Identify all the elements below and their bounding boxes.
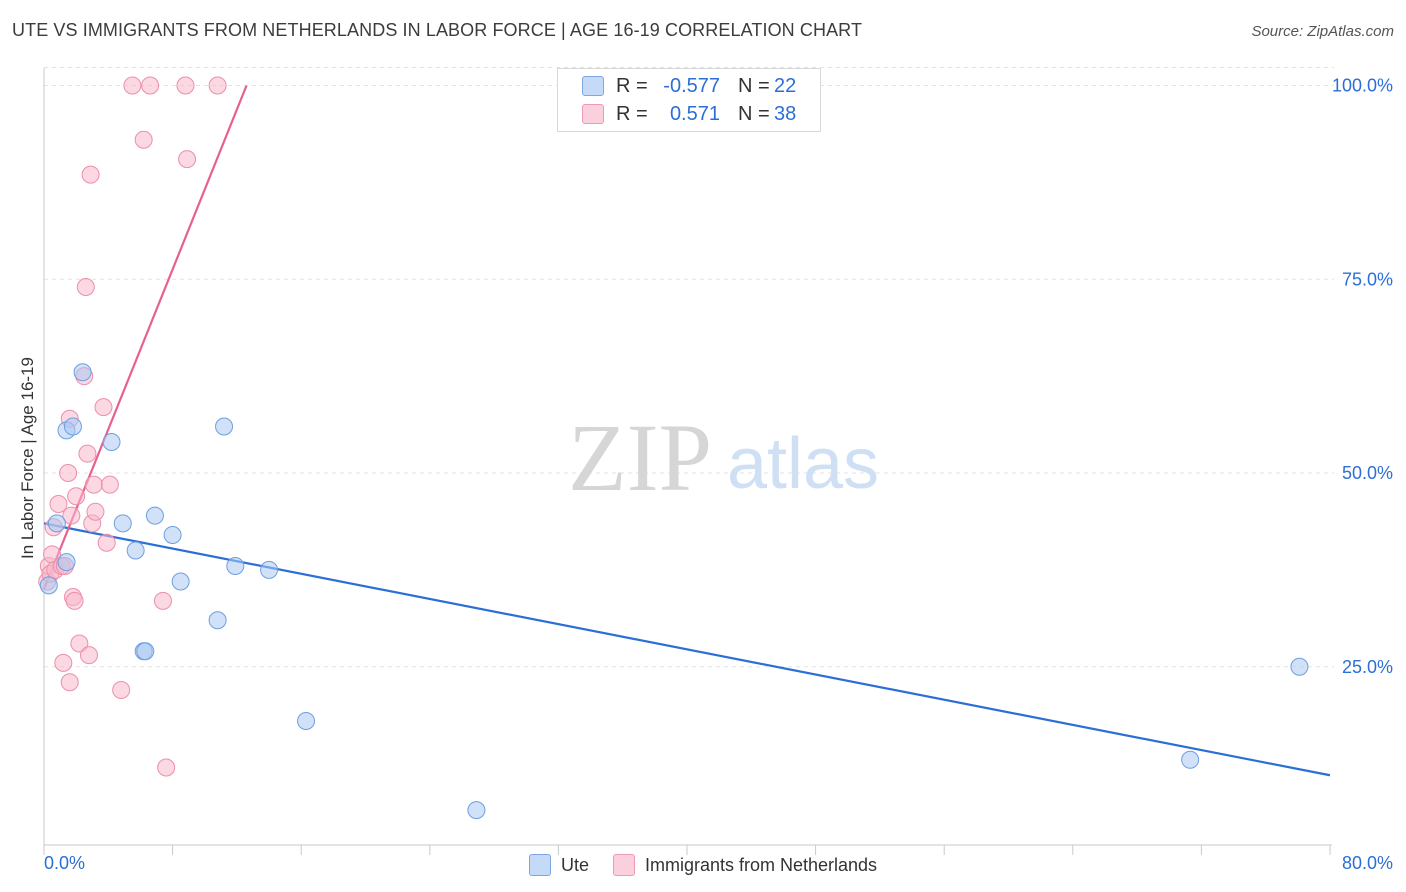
ute-point [215,417,234,436]
y-tick-label: 50.0% [1342,463,1393,483]
netherlands-point [97,533,116,552]
netherlands-point [65,591,84,610]
series-legend: Ute Immigrants from Netherlands [0,852,1406,878]
netherlands-point [178,150,197,169]
axis-ticks: 25.0% 50.0% 75.0% 100.0% 0.0% 80.0% [43,76,1393,873]
ute-point [297,712,316,730]
ute-point [136,642,155,661]
correlation-legend: R = -0.577 N = 22 R = 0.571 N = 38 [557,68,821,132]
ute-point [1181,750,1200,769]
ute-point [171,572,190,591]
netherlands-point [153,591,172,610]
legend-n-value: 22 [774,74,797,97]
ute-point [102,433,121,451]
netherlands-trend-line [42,85,248,590]
legend-swatch-ute [582,76,604,96]
y-tick-label: 100.0% [1332,76,1393,96]
watermark-atlas: atlas [727,424,879,504]
netherlands-point [49,495,68,513]
ute-point [1290,657,1309,676]
legend-label-ute: Ute [560,854,589,875]
legend-swatch-netherlands [582,104,604,124]
watermark: ZIP atlas [568,404,879,511]
gridlines [44,67,1334,668]
ute-point [57,553,76,572]
netherlands-point [112,681,131,699]
x-tick-label: 0.0% [44,853,85,873]
legend-swatch-netherlands [612,854,635,876]
y-tick-label: 75.0% [1342,269,1393,289]
legend-r-value: -0.577 [663,74,720,97]
netherlands-point [54,653,73,672]
x-tick-label: 80.0% [1342,853,1393,873]
ute-point [260,560,279,579]
ute-point [467,801,486,820]
watermark-zip: ZIP [568,404,712,511]
ute-point [226,557,245,575]
ute-point [47,514,66,533]
source-credit: Source: ZipAtlas.com [1251,23,1394,40]
legend-n-label: N = [738,102,770,125]
legend-n-label: N = [738,74,770,97]
netherlands-point [62,506,81,525]
ute-point [73,363,92,382]
ute-point [113,514,132,533]
netherlands-point [78,444,97,463]
netherlands-point [208,76,227,95]
legend-item-netherlands: Immigrants from Netherlands [612,854,878,876]
netherlands-point [84,475,103,494]
legend-r-value: 0.571 [669,102,720,125]
data-points [38,76,1309,820]
legend-label-netherlands: Immigrants from Netherlands [644,854,878,875]
ute-point [163,526,182,544]
legend-item-ute: Ute [528,854,589,876]
axes [43,68,1332,846]
netherlands-point [176,76,195,95]
netherlands-point [60,673,79,692]
netherlands-point [67,487,86,506]
netherlands-point [80,646,99,665]
netherlands-point [76,278,95,296]
ute-point [145,506,164,525]
legend-n-value: 38 [774,102,797,125]
trend-lines [42,85,1331,777]
netherlands-point [100,475,119,494]
netherlands-point [70,634,89,653]
netherlands-point [123,76,142,95]
legend-row-netherlands: R = 0.571 N = 38 [582,102,796,126]
netherlands-point [59,464,78,482]
legend-row-ute: R = -0.577 N = 22 [582,74,796,98]
netherlands-point [94,398,113,417]
legend-r-label: R = [616,74,648,97]
netherlands-point [134,130,153,149]
netherlands-point [86,502,105,521]
chart-title: UTE VS IMMIGRANTS FROM NETHERLANDS IN LA… [12,20,863,40]
legend-swatch-ute [528,854,551,876]
netherlands-point [157,758,176,777]
ute-point [208,611,227,630]
ute-point [63,417,82,436]
legend-r-label: R = [616,102,648,125]
ute-point [39,576,58,595]
y-tick-label: 25.0% [1342,657,1393,677]
ute-trend-line [43,522,1331,777]
ute-point [126,541,145,560]
netherlands-point [141,76,160,95]
netherlands-point [81,165,100,184]
